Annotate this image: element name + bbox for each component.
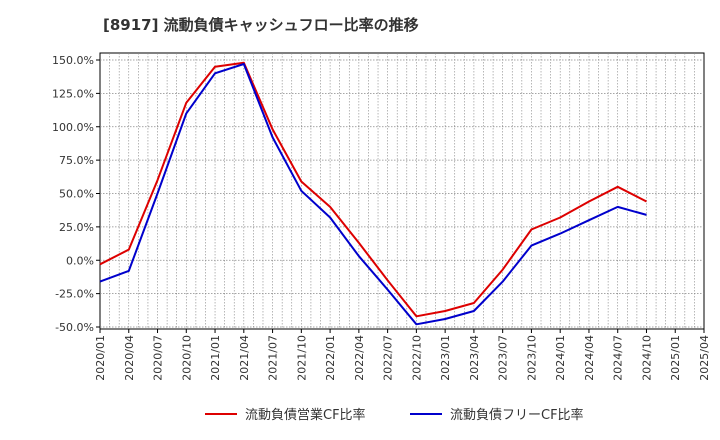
x-tick-label: 2021/10: [295, 335, 308, 381]
legend-label-2: 流動負債フリーCF比率: [450, 407, 584, 423]
x-tick-label: 2025/01: [669, 335, 682, 381]
x-tick-label: 2021/07: [267, 335, 280, 381]
series-lines: [99, 61, 647, 326]
x-tick-label: 2022/07: [382, 335, 395, 381]
x-axis: 2020/01 2020/04 2020/07 2020/10 2021/01 2021/…: [94, 329, 711, 381]
x-tick-label: 2020/10: [180, 335, 193, 381]
y-tick-label: 50.0%: [59, 188, 94, 201]
x-tick-label: 2022/01: [324, 335, 337, 381]
x-tick-label: 2020/07: [152, 335, 165, 381]
x-tick-label: 2024/10: [640, 335, 653, 381]
x-tick-label: 2023/04: [468, 335, 481, 381]
x-tick-label: 2024/04: [583, 335, 596, 381]
y-tick-label: 25.0%: [59, 221, 94, 234]
x-tick-label: 2024/07: [612, 335, 625, 381]
y-tick-label: 75.0%: [59, 154, 94, 167]
y-tick-label: -25.0%: [55, 288, 94, 301]
legend-label-1: 流動負債営業CF比率: [245, 407, 366, 423]
x-tick-label: 2021/04: [238, 335, 251, 381]
x-tick-label: 2022/10: [410, 335, 423, 381]
x-tick-label: 2020/04: [123, 335, 136, 381]
y-tick-label: 150.0%: [52, 54, 94, 67]
y-tick-label: 125.0%: [52, 87, 94, 100]
x-tick-label: 2021/01: [209, 335, 222, 381]
x-tick-label: 2023/01: [439, 335, 452, 381]
chart-title: [8917] 流動負債キャッシュフロー比率の推移: [103, 16, 419, 34]
x-tick-label: 2023/07: [497, 335, 510, 381]
plot-area: [99, 52, 705, 330]
y-tick-label: 0.0%: [66, 254, 94, 267]
x-tick-label: 2024/01: [554, 335, 567, 381]
series-line-1: [99, 61, 647, 318]
x-tick-label: 2022/04: [353, 335, 366, 381]
series-line-2: [99, 63, 647, 326]
y-tick-label: -50.0%: [55, 321, 94, 334]
y-tick-label: 100.0%: [52, 121, 94, 134]
x-tick-label: 2020/01: [94, 335, 107, 381]
y-axis: 150.0% 125.0% 100.0% 75.0% 50.0% 25.0% 0.0% -25…: [52, 54, 100, 334]
legend: 流動負債営業CF比率 流動負債フリーCF比率: [205, 407, 584, 423]
x-tick-label: 2025/04: [698, 335, 711, 381]
x-tick-label: 2023/10: [525, 335, 538, 381]
